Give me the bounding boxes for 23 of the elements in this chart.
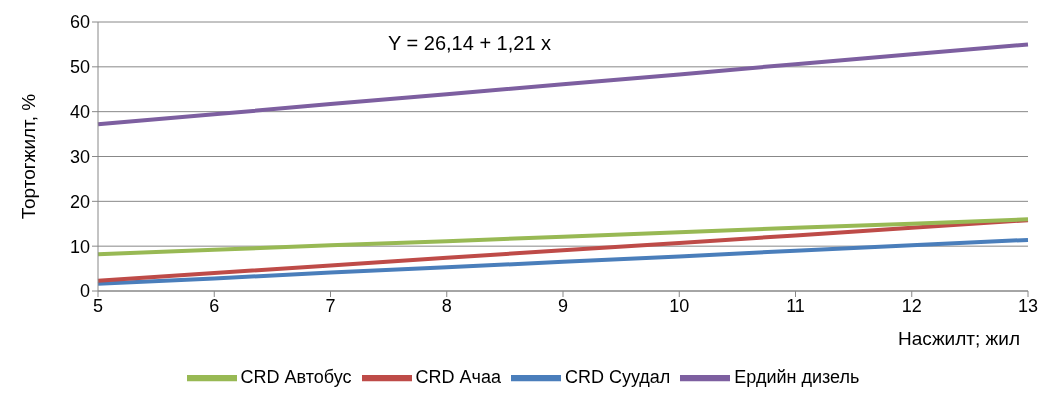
y-axis-title: Тортогжилт, % [17, 93, 39, 220]
legend-label: Ердийн дизель [734, 366, 860, 387]
legend-label: CRD Суудал [564, 366, 671, 387]
legend-label: CRD Автобус [240, 366, 352, 387]
x-tick-label: 7 [325, 295, 336, 316]
y-tick-label: 40 [69, 102, 90, 123]
x-tick-label: 11 [786, 295, 805, 316]
x-tick-label: 12 [901, 295, 922, 316]
legend-label: CRD Ачаа [415, 366, 501, 387]
x-tick-label: 5 [92, 295, 104, 316]
x-axis-title: Насжилт; жил [897, 328, 1020, 349]
x-tick-label: 10 [669, 295, 690, 316]
x-tick-label: 13 [1017, 295, 1039, 316]
y-tick-label: 20 [69, 191, 90, 212]
y-tick-label: 0 [79, 281, 90, 302]
y-tick-label: 50 [69, 57, 90, 78]
x-tick-label: 9 [557, 295, 569, 316]
x-tick-label: 6 [209, 295, 220, 316]
y-tick-label: 10 [69, 236, 90, 257]
y-tick-label: 60 [69, 12, 90, 33]
annotation: Y = 26,14 + 1,21 x [388, 32, 552, 55]
y-tick-label: 30 [69, 146, 90, 167]
x-tick-label: 8 [441, 295, 452, 316]
